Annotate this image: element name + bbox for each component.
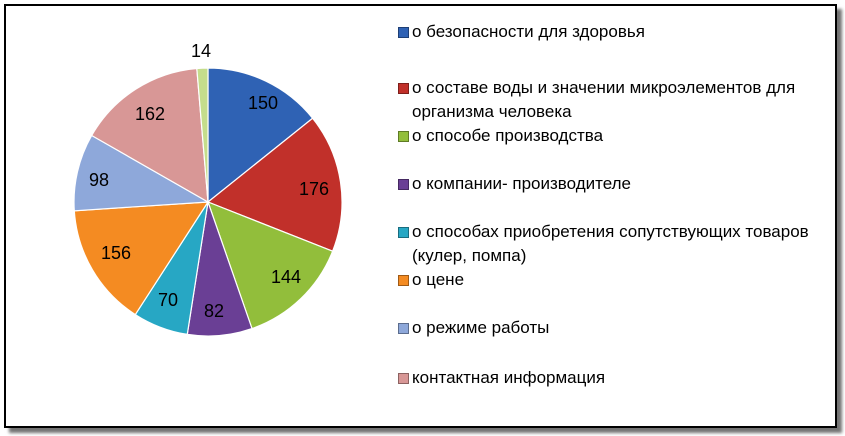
slice-value-label: 162 [135,104,165,124]
legend-label: о цене [412,270,465,289]
legend-label: о составе воды и значении микроэлементов… [412,78,796,121]
legend-label: контактная информация [412,368,606,387]
legend-marker [398,83,409,94]
legend-item: о цене [398,268,828,292]
legend-marker [398,179,409,190]
legend-marker [398,275,409,286]
slice-value-label: 156 [101,243,131,263]
legend-item: о составе воды и значении микроэлементов… [398,76,828,124]
slice-value-label: 98 [89,170,109,190]
legend-item: о режиме работы [398,316,828,340]
slice-value-label: 82 [204,301,224,321]
pie-slice [90,67,209,204]
pie-slice [73,201,210,316]
pie-slice [206,117,343,253]
pie-slice [207,67,314,204]
legend-marker [398,131,409,142]
legend-item: о компании- производителе [398,172,828,196]
slice-value-label: 70 [158,290,178,310]
pie-slice [73,134,211,212]
legend-marker [398,27,409,38]
legend-label: о безопасности для здоровья [412,22,645,41]
legend-item: о способе производства [398,124,828,148]
pie-slice [207,200,334,330]
legend-item: контактная информация [398,366,828,390]
slice-value-label: 150 [248,93,278,113]
slice-value-label: 176 [299,179,329,199]
legend-marker [398,373,409,384]
legend-item: о безопасности для здоровья [398,20,828,44]
legend-label: о способах приобретения сопутствующих то… [412,222,809,265]
legend-marker [398,227,409,238]
legend-marker [398,323,409,334]
legend-label: о компании- производителе [412,174,631,193]
legend-label: о режиме работы [412,318,550,337]
legend-label: о способе производства [412,126,604,145]
pie-slice [196,67,209,203]
slice-value-label: 144 [271,267,301,287]
slice-value-label: 14 [191,41,211,61]
legend-item: о способах приобретения сопутствующих то… [398,220,828,268]
